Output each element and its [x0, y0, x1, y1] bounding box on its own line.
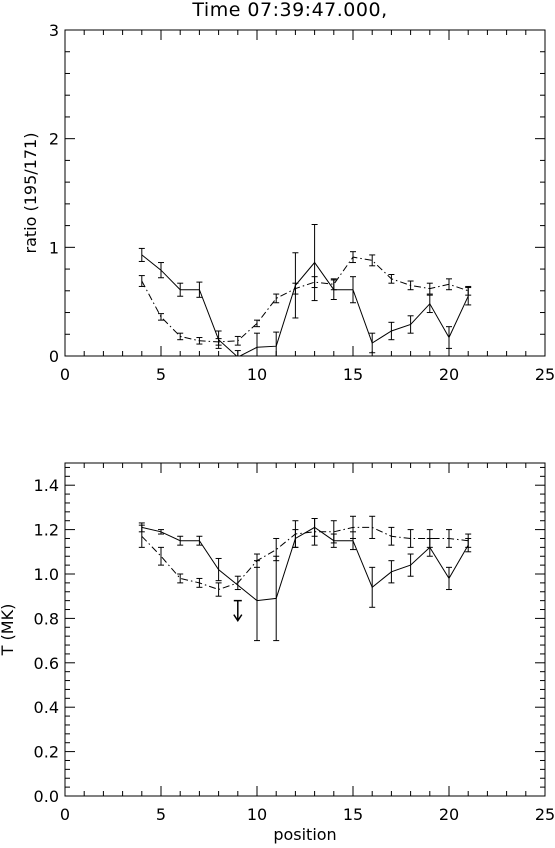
- x-tick-label: 5: [156, 805, 166, 824]
- y-tick-label: 0.8: [34, 609, 59, 628]
- plot-frame: [64, 462, 546, 797]
- temperature-panel: 0 5 10 15 20 25 0.0 0.2 0.4 0.6 0.8 1.0 1.2 1.4 T (MK)…: [0, 462, 555, 844]
- y-tick-label: 0.4: [34, 698, 59, 717]
- y-tick-label: 2: [49, 130, 59, 149]
- y-tick-label: 0.6: [34, 654, 59, 673]
- series-line-dashdot: [141, 526, 469, 591]
- x-tick-label: 0: [60, 365, 70, 384]
- plot-area: [138, 224, 472, 356]
- x-tick-label: 0: [60, 805, 70, 824]
- x-tick-label: 5: [156, 365, 166, 384]
- series-line-solid: [141, 254, 469, 356]
- x-tick-label: 10: [247, 365, 267, 384]
- x-tick-label: 10: [247, 805, 267, 824]
- chart-title: Time 07:39:47.000,: [191, 0, 387, 21]
- x-tick-label: 15: [343, 805, 363, 824]
- y-axis-label: ratio (195/171): [21, 133, 40, 254]
- x-tick-label: 15: [343, 365, 363, 384]
- x-tick-label: 25: [535, 365, 555, 384]
- ratio-panel: 0 5 10 15 20 25 0 1 2 3 ratio (195/171): [21, 21, 555, 384]
- y-tick-label: 1.2: [34, 521, 59, 540]
- y-tick-label: 1.4: [34, 476, 59, 495]
- x-tick-label: 25: [535, 805, 555, 824]
- series-line-dashdot: [141, 256, 469, 343]
- plot-area: [138, 515, 472, 642]
- y-tick-label: 0: [49, 347, 59, 366]
- x-tick-label: 20: [439, 365, 459, 384]
- y-tick-label: 1: [49, 238, 59, 257]
- y-tick-label: 3: [49, 21, 59, 40]
- x-tick-label: 20: [439, 805, 459, 824]
- upper-limit-arrow-head: [233, 614, 243, 622]
- x-axis-label: position: [273, 825, 336, 844]
- y-axis-label: T (MK): [0, 604, 17, 657]
- plot-frame: [64, 29, 546, 357]
- y-tick-label: 1.0: [34, 565, 59, 584]
- y-tick-label: 0.0: [34, 787, 59, 806]
- y-tick-label: 0.2: [34, 743, 59, 762]
